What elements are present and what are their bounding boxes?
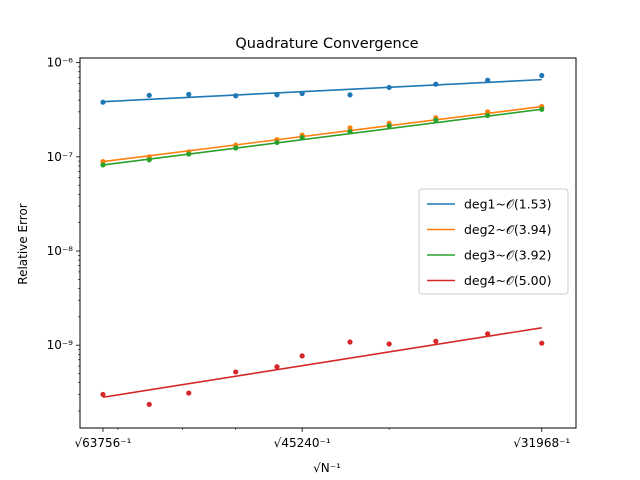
series-1-point: [274, 92, 280, 98]
series-1-point: [433, 81, 439, 87]
series-2-fit-line: [102, 105, 542, 163]
series-4-point: [433, 338, 439, 344]
series-3-fit-line: [102, 108, 542, 166]
series-3-point: [539, 106, 545, 112]
series-3-point: [274, 139, 280, 146]
series-3-point: [233, 145, 239, 151]
x-axis-label: √N⁻¹: [313, 461, 341, 475]
series-4-point: [539, 340, 545, 346]
series-4-point: [100, 391, 106, 398]
series-1-point: [233, 93, 239, 99]
series-1-point: [347, 92, 353, 98]
legend-label: deg1~𝒪(1.53): [464, 197, 551, 212]
series-4-point: [186, 390, 192, 396]
series-3-point: [186, 151, 192, 157]
series-3-point: [433, 117, 439, 123]
series-4-point: [146, 401, 152, 408]
series-1-point: [186, 91, 192, 97]
series-3-point: [299, 134, 305, 141]
legend-box: [418, 188, 569, 295]
series-1-point: [100, 99, 106, 105]
series-3-point: [146, 157, 152, 163]
legend-label: deg4~𝒪(5.00): [464, 273, 551, 288]
y-tick-label: 10⁻⁹: [47, 338, 74, 352]
series-4-point: [274, 364, 280, 370]
y-axis-label: Relative Error: [16, 203, 30, 285]
series-1-point: [386, 84, 392, 91]
series-4-point: [386, 341, 392, 347]
x-tick-label: √45240⁻¹: [274, 436, 331, 450]
chart-title: Quadrature Convergence: [235, 36, 418, 52]
series-3-point: [100, 162, 106, 168]
series-1-point: [485, 77, 491, 83]
series-2-point: [485, 109, 491, 115]
series-3-point: [485, 112, 491, 119]
series-4-point: [347, 339, 353, 345]
series-3-point: [386, 123, 392, 129]
x-tick-label: √63756⁻¹: [74, 436, 131, 450]
series-3: [100, 106, 545, 168]
series-3-point: [347, 129, 353, 135]
series-2-point: [347, 125, 353, 131]
series-4: [100, 326, 545, 408]
legend-label: deg3~𝒪(3.92): [464, 248, 551, 263]
y-tick-label: 10⁻⁷: [47, 150, 74, 164]
series-4-point: [485, 331, 491, 337]
legend: deg1~𝒪(1.53) deg2~𝒪(3.94) deg3~𝒪(3.92) deg4…: [418, 188, 569, 295]
series-1-point: [539, 72, 545, 79]
series-4-point: [233, 369, 239, 375]
series-1-fit-line: [102, 78, 542, 103]
series-4-fit-line: [102, 326, 542, 399]
series-1-point: [299, 90, 305, 97]
y-tick-label: 10⁻⁸: [47, 244, 74, 258]
series-4-point: [299, 353, 305, 359]
y-tick-label: 10⁻⁶: [47, 56, 74, 70]
plot-frame: [79, 57, 577, 429]
x-tick-label: √31968⁻¹: [513, 436, 570, 450]
series-1: [100, 72, 545, 105]
legend-label: deg2~𝒪(3.94): [464, 222, 551, 237]
series-1-point: [146, 92, 152, 98]
plot-area: 10⁻⁹ 10⁻⁸ 10⁻⁷ 10⁻⁶ √63756⁻¹ √45240⁻¹ √31968⁻¹: [47, 56, 571, 450]
